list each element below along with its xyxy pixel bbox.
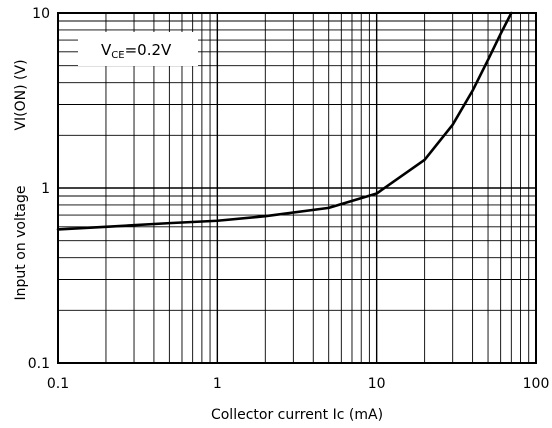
y-tick-label: 10 bbox=[32, 6, 50, 22]
y-tick-label: 1 bbox=[41, 181, 50, 197]
legend-background bbox=[78, 32, 198, 66]
series-line bbox=[56, 11, 513, 231]
y-tick-label: 0.1 bbox=[28, 356, 50, 372]
x-tick-label: 100 bbox=[523, 376, 550, 392]
x-tick-label: 1 bbox=[213, 376, 222, 392]
grid bbox=[58, 13, 536, 363]
series-layer bbox=[56, 11, 513, 231]
x-tick-label: 0.1 bbox=[47, 376, 69, 392]
legend-box: VCE=0.2V bbox=[78, 32, 198, 66]
legend-label: VCE=0.2V bbox=[101, 41, 172, 61]
y-axis-label: Input on voltage bbox=[13, 186, 29, 301]
y-axis-ticks: 0.1 1 10 bbox=[28, 6, 50, 372]
x-axis-ticks: 0.1 1 10 100 bbox=[47, 376, 550, 392]
y-axis-symbol-label: VI(ON) (V) bbox=[13, 59, 29, 130]
x-axis-label: Collector current Ic (mA) bbox=[211, 407, 383, 423]
x-tick-label: 10 bbox=[368, 376, 386, 392]
plot-frame bbox=[57, 12, 537, 364]
